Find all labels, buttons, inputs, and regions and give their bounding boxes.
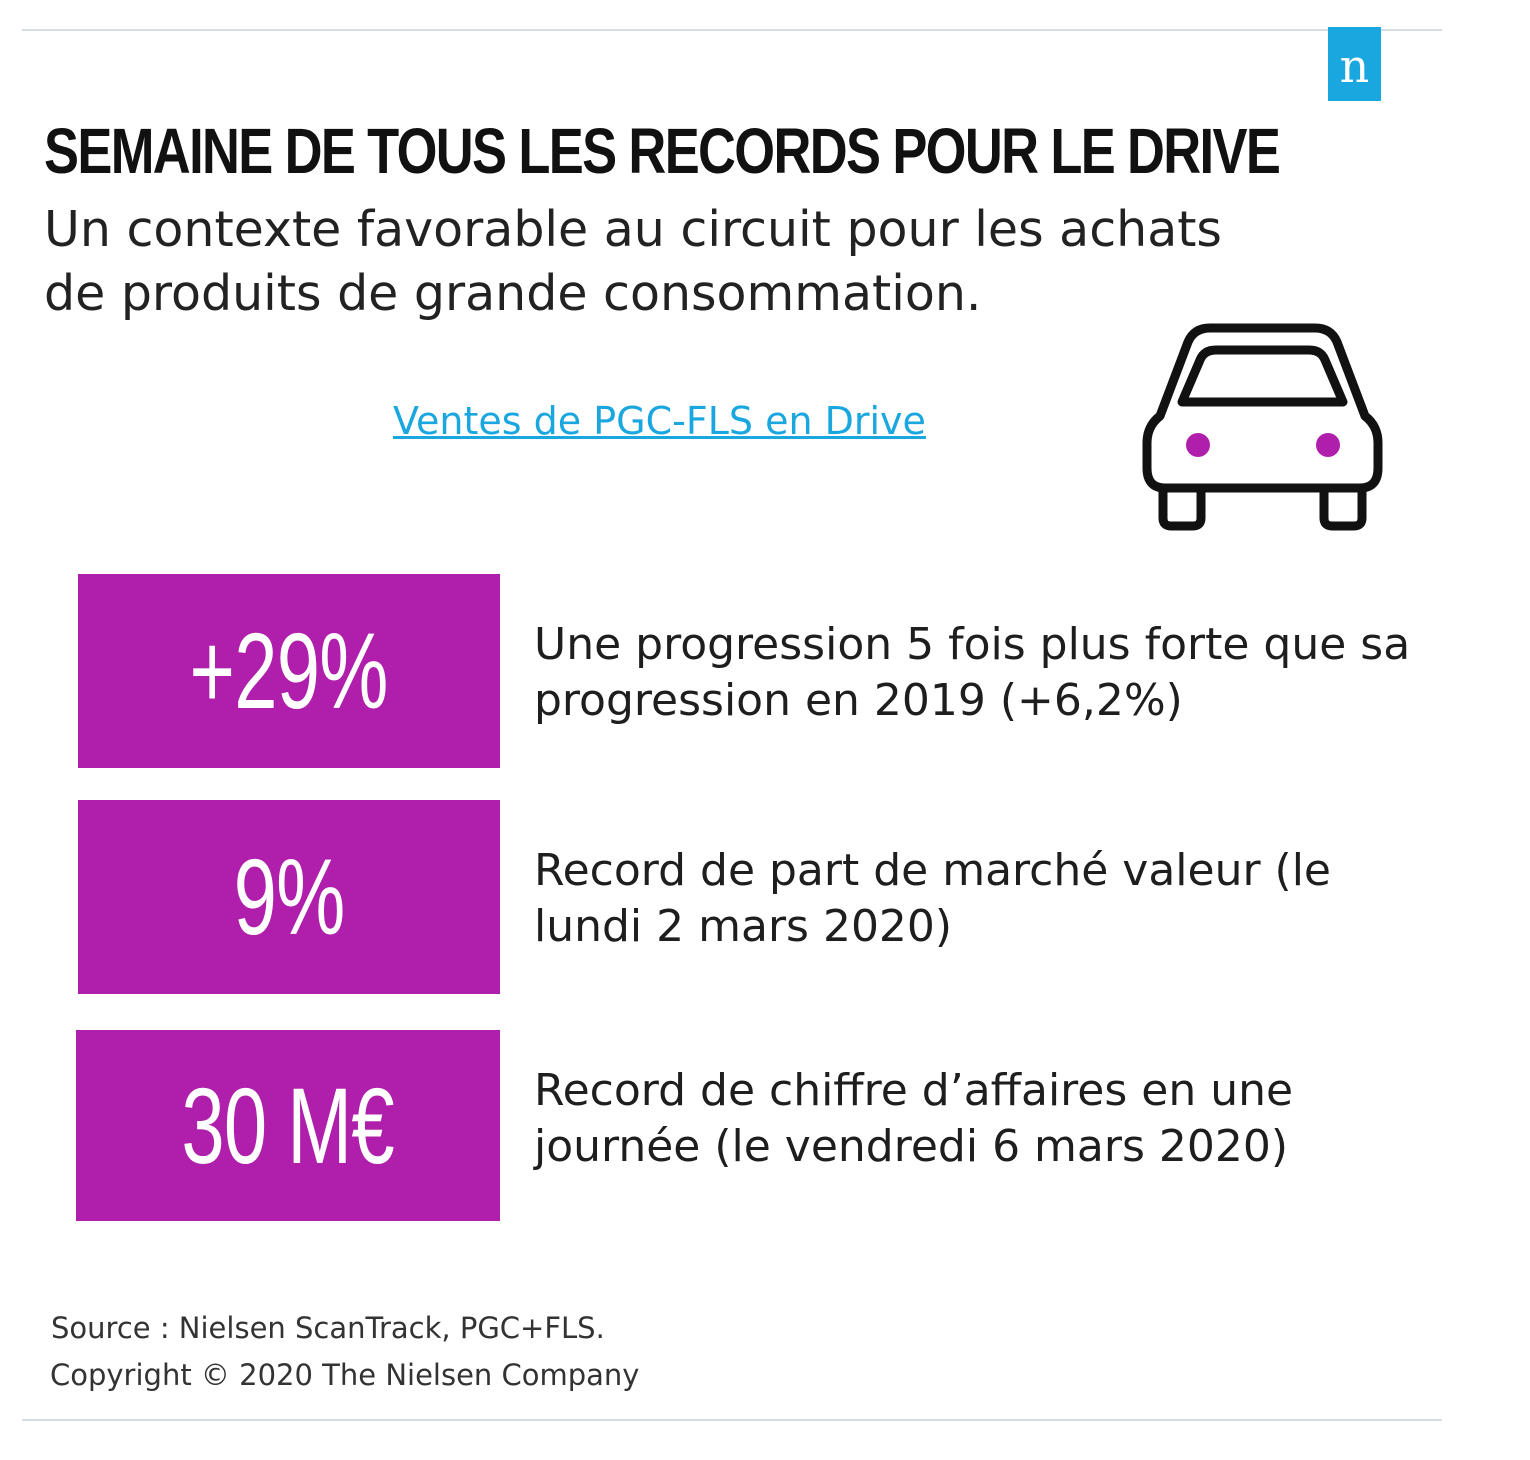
stat-box-growth: +29%	[78, 574, 500, 768]
nielsen-logo: n	[1328, 27, 1381, 101]
page-title: SEMAINE DE TOUS LES RECORDS POUR LE DRIV…	[44, 115, 1281, 187]
bottom-divider	[22, 1419, 1442, 1421]
copyright-note: Copyright © 2020 The Nielsen Company	[50, 1358, 640, 1392]
top-divider	[22, 29, 1442, 31]
stat-value: 9%	[233, 836, 346, 957]
stat-value: 30 M€	[181, 1064, 395, 1186]
left-headlight	[1186, 433, 1210, 457]
stat-box-revenue: 30 M€	[76, 1030, 500, 1221]
logo-letter: n	[1339, 39, 1370, 93]
right-headlight	[1316, 433, 1340, 457]
page-subtitle: Un contexte favorable au circuit pour le…	[44, 201, 1222, 322]
stat-description: Record de part de marché valeur (le lund…	[534, 845, 1332, 952]
stat-description: Record de chiffre d’affaires en une jour…	[534, 1065, 1294, 1172]
stat-box-market-share: 9%	[78, 800, 500, 994]
stat-value: +29%	[189, 610, 389, 731]
stat-description: Une progression 5 fois plus forte que sa…	[534, 619, 1411, 726]
source-note: Source : Nielsen ScanTrack, PGC+FLS.	[51, 1311, 605, 1345]
car-icon	[1142, 323, 1383, 531]
sales-drive-link[interactable]: Ventes de PGC-FLS en Drive	[393, 399, 926, 443]
